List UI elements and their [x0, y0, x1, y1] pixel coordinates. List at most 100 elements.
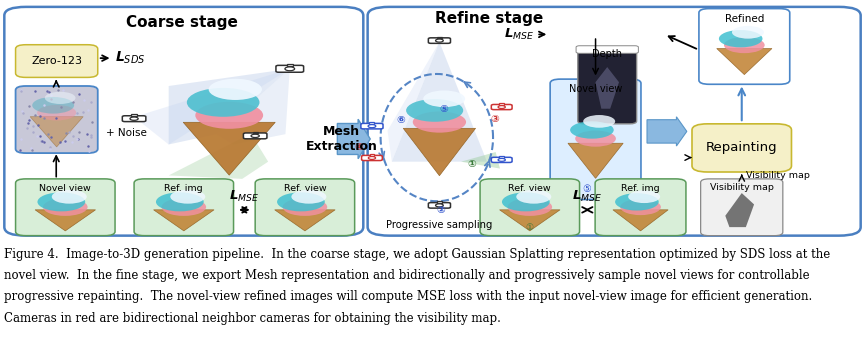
Circle shape: [52, 190, 86, 204]
Circle shape: [32, 97, 74, 114]
Circle shape: [195, 102, 263, 129]
Circle shape: [187, 88, 260, 117]
Circle shape: [292, 190, 326, 204]
FancyBboxPatch shape: [480, 179, 580, 236]
Bar: [437, 37, 442, 38]
Polygon shape: [169, 69, 290, 144]
Bar: [437, 202, 442, 203]
Text: ①: ①: [467, 159, 476, 169]
FancyBboxPatch shape: [491, 105, 512, 110]
Circle shape: [423, 90, 465, 107]
FancyArrow shape: [647, 117, 687, 146]
Polygon shape: [568, 143, 623, 178]
Circle shape: [498, 159, 505, 161]
Circle shape: [498, 106, 505, 108]
Circle shape: [436, 204, 443, 207]
Circle shape: [724, 37, 765, 53]
Bar: [131, 115, 137, 116]
FancyBboxPatch shape: [16, 179, 115, 236]
FancyBboxPatch shape: [491, 157, 512, 162]
Text: Ref. img: Ref. img: [164, 184, 203, 193]
Polygon shape: [35, 210, 95, 231]
Circle shape: [719, 30, 763, 47]
Text: Depth: Depth: [593, 49, 622, 59]
FancyBboxPatch shape: [255, 179, 355, 236]
Text: + Noise: + Noise: [106, 128, 146, 139]
Bar: [286, 64, 293, 66]
FancyArrow shape: [337, 119, 370, 159]
Text: $\boldsymbol{L}_{MSE}$: $\boldsymbol{L}_{MSE}$: [504, 27, 535, 42]
Text: Ref. view: Ref. view: [509, 184, 551, 193]
Circle shape: [156, 192, 204, 211]
FancyBboxPatch shape: [122, 116, 146, 121]
Text: Cameras in red are bidirectional neighbor cameras for obtaining the visibility m: Cameras in red are bidirectional neighbo…: [4, 312, 501, 325]
Circle shape: [368, 157, 375, 159]
FancyBboxPatch shape: [699, 9, 790, 84]
Circle shape: [620, 199, 661, 215]
Circle shape: [615, 193, 659, 211]
Circle shape: [628, 190, 660, 203]
Text: Figure 4.  Image-to-3D generation pipeline.  In the coarse stage, we adopt Gauss: Figure 4. Image-to-3D generation pipelin…: [4, 248, 830, 261]
Circle shape: [162, 198, 206, 216]
Circle shape: [368, 125, 375, 128]
Polygon shape: [500, 210, 560, 231]
Polygon shape: [392, 42, 487, 162]
Circle shape: [43, 198, 87, 216]
FancyBboxPatch shape: [16, 86, 98, 153]
Bar: [499, 104, 504, 105]
Circle shape: [502, 192, 550, 211]
Text: Zero-123: Zero-123: [31, 56, 82, 66]
Polygon shape: [183, 122, 275, 175]
Circle shape: [508, 198, 552, 216]
Circle shape: [45, 92, 75, 104]
Text: Repainting: Repainting: [706, 141, 778, 154]
FancyBboxPatch shape: [595, 179, 686, 236]
FancyBboxPatch shape: [362, 155, 382, 161]
Text: Novel view: Novel view: [40, 184, 91, 193]
Text: $\boldsymbol{L}_{MSE}$: $\boldsymbol{L}_{MSE}$: [572, 189, 603, 204]
Bar: [369, 122, 375, 124]
Text: Ref. view: Ref. view: [284, 184, 326, 193]
Polygon shape: [275, 210, 335, 231]
Circle shape: [170, 190, 205, 204]
Text: ①: ①: [526, 223, 534, 232]
Circle shape: [575, 130, 616, 147]
Polygon shape: [595, 67, 619, 109]
Polygon shape: [169, 133, 268, 179]
FancyBboxPatch shape: [428, 203, 451, 208]
FancyBboxPatch shape: [576, 46, 638, 53]
Text: progressive repainting.  The novel-view refined images will compute MSE loss wit: progressive repainting. The novel-view r…: [4, 290, 812, 303]
Polygon shape: [30, 117, 83, 147]
Text: $\boldsymbol{L}_{MSE}$: $\boldsymbol{L}_{MSE}$: [229, 189, 260, 204]
FancyBboxPatch shape: [276, 65, 304, 72]
Circle shape: [283, 198, 327, 216]
Polygon shape: [725, 193, 754, 227]
Circle shape: [516, 190, 551, 204]
Text: Progressive sampling: Progressive sampling: [387, 220, 492, 230]
Text: Refined: Refined: [725, 14, 764, 24]
Polygon shape: [388, 42, 439, 162]
Circle shape: [277, 192, 325, 211]
FancyBboxPatch shape: [578, 48, 637, 124]
Text: Refine stage: Refine stage: [434, 11, 543, 26]
Circle shape: [285, 67, 295, 71]
Circle shape: [37, 105, 76, 120]
Text: Novel view: Novel view: [569, 84, 622, 94]
Polygon shape: [216, 69, 290, 144]
Bar: [369, 154, 375, 156]
Circle shape: [251, 134, 260, 138]
Text: Mesh
Extraction: Mesh Extraction: [305, 125, 378, 153]
Circle shape: [413, 111, 466, 133]
Circle shape: [583, 115, 615, 128]
Polygon shape: [154, 210, 214, 231]
FancyBboxPatch shape: [701, 179, 783, 236]
Bar: [499, 156, 504, 158]
Text: ③: ③: [490, 114, 499, 123]
Polygon shape: [613, 210, 668, 231]
FancyBboxPatch shape: [134, 179, 234, 236]
Text: $\boldsymbol{L}_{SDS}$: $\boldsymbol{L}_{SDS}$: [115, 50, 145, 66]
Circle shape: [436, 39, 443, 42]
Circle shape: [208, 79, 262, 100]
Polygon shape: [717, 49, 772, 75]
Polygon shape: [134, 69, 290, 144]
